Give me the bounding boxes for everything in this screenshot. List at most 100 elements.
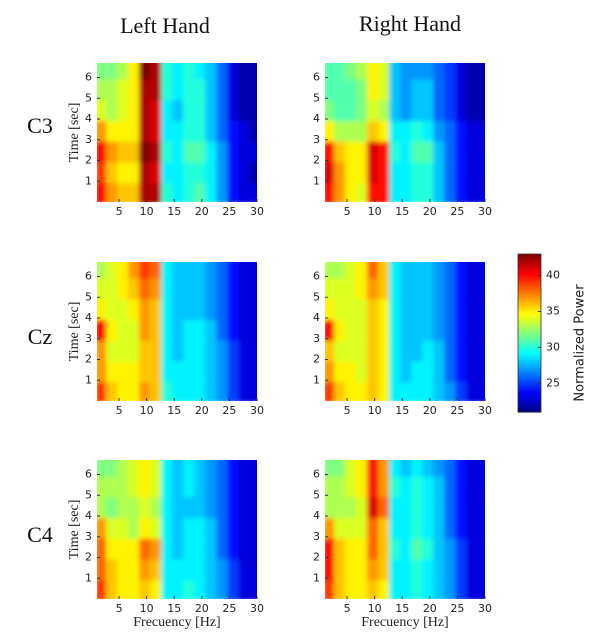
colorbar-tick-label: 25 xyxy=(546,376,560,389)
colorbar-step xyxy=(518,398,541,403)
colorbar-step xyxy=(518,385,541,389)
y-tick-label: 6 xyxy=(313,468,320,481)
cell xyxy=(249,262,257,279)
x-tick-label: 25 xyxy=(450,602,464,615)
y-tick-label: 6 xyxy=(85,270,92,283)
x-tick-label: 25 xyxy=(450,404,464,417)
colorbar-step xyxy=(518,369,541,374)
colorbar-step xyxy=(518,359,541,363)
cell xyxy=(477,555,485,581)
colorbar-step xyxy=(518,348,541,353)
y-tick-label: 3 xyxy=(85,530,92,543)
cell xyxy=(249,555,257,581)
x-axis-label: Frecuency [Hz] xyxy=(361,615,448,630)
colorbar-step xyxy=(518,396,541,400)
colorbar-step xyxy=(518,288,541,292)
y-tick-label: 4 xyxy=(85,112,92,125)
x-tick-label: 30 xyxy=(250,205,264,218)
x-tick-label: 10 xyxy=(140,404,154,417)
colorbar-step xyxy=(518,356,541,360)
x-tick-label: 15 xyxy=(167,602,181,615)
colorbar-frame xyxy=(517,253,542,413)
x-tick-label: 5 xyxy=(116,404,123,417)
y-tick-label: 5 xyxy=(313,290,320,303)
heatmap xyxy=(97,262,257,401)
colorbar-step xyxy=(518,317,541,321)
cell xyxy=(249,472,257,498)
colorbar-step xyxy=(518,269,541,274)
x-tick-label: 15 xyxy=(167,205,181,218)
colorbar-step xyxy=(518,327,541,331)
cell xyxy=(249,63,257,80)
colorbar-step xyxy=(518,377,541,381)
y-axis-label: Time [sec] xyxy=(67,500,82,560)
y-tick-label: 6 xyxy=(313,270,320,283)
x-tick-label: 20 xyxy=(423,404,437,417)
y-tick-label: 3 xyxy=(313,332,320,345)
cell xyxy=(477,357,485,383)
x-tick-label: 10 xyxy=(140,205,154,218)
cell xyxy=(477,316,485,341)
y-tick-label: 2 xyxy=(313,551,320,564)
cell xyxy=(249,534,257,560)
colorbar-step xyxy=(518,275,541,279)
colorbar-step xyxy=(518,330,541,334)
row-label: C3 xyxy=(27,113,53,138)
x-axis-label: Frecuency [Hz] xyxy=(133,615,220,630)
x-tick-label: 10 xyxy=(368,205,382,218)
heatmap xyxy=(325,262,485,401)
cell xyxy=(249,274,257,300)
cell xyxy=(249,316,257,341)
cell xyxy=(477,472,485,498)
y-tick-label: 1 xyxy=(85,174,92,187)
x-tick-label: 30 xyxy=(250,404,264,417)
colorbar-step xyxy=(518,354,541,358)
colorbar-step xyxy=(518,351,541,355)
y-tick-label: 5 xyxy=(85,91,92,104)
colorbar-step xyxy=(518,301,541,305)
row-label: C4 xyxy=(27,522,53,547)
cell xyxy=(249,96,257,122)
colorbar-step xyxy=(518,298,541,302)
colorbar-step xyxy=(518,309,541,313)
heatmap xyxy=(325,460,485,599)
y-tick-label: 6 xyxy=(313,71,320,84)
colorbar-step xyxy=(518,311,541,316)
x-tick-label: 5 xyxy=(116,205,123,218)
cell xyxy=(477,75,485,101)
colorbar-step xyxy=(518,375,541,379)
y-tick-label: 6 xyxy=(85,468,92,481)
y-tick-label: 4 xyxy=(313,509,320,522)
heatmap-cells xyxy=(97,262,257,401)
x-tick-label: 10 xyxy=(140,602,154,615)
y-tick-label: 1 xyxy=(313,373,320,386)
y-tick-label: 1 xyxy=(313,571,320,584)
colorbar-step xyxy=(518,304,541,308)
x-tick-label: 20 xyxy=(195,404,209,417)
x-tick-label: 20 xyxy=(423,602,437,615)
colorbar-step xyxy=(518,314,541,318)
cell xyxy=(477,493,485,519)
x-tick-label: 5 xyxy=(116,602,123,615)
cell xyxy=(477,117,485,142)
colorbar-step xyxy=(518,256,541,260)
cell xyxy=(477,63,485,80)
cell xyxy=(249,357,257,383)
cell xyxy=(477,137,485,163)
cell xyxy=(477,262,485,279)
heatmap-cells xyxy=(97,460,257,599)
x-tick-label: 20 xyxy=(423,205,437,218)
colorbar-step xyxy=(518,319,541,324)
cell xyxy=(477,576,485,599)
x-tick-label: 5 xyxy=(344,404,351,417)
cell xyxy=(249,295,257,321)
cell xyxy=(477,179,485,202)
y-tick-label: 1 xyxy=(85,373,92,386)
x-tick-label: 10 xyxy=(368,404,382,417)
x-tick-label: 20 xyxy=(195,602,209,615)
cell xyxy=(249,75,257,101)
y-tick-label: 1 xyxy=(313,174,320,187)
x-tick-label: 25 xyxy=(222,602,236,615)
cell xyxy=(477,274,485,300)
